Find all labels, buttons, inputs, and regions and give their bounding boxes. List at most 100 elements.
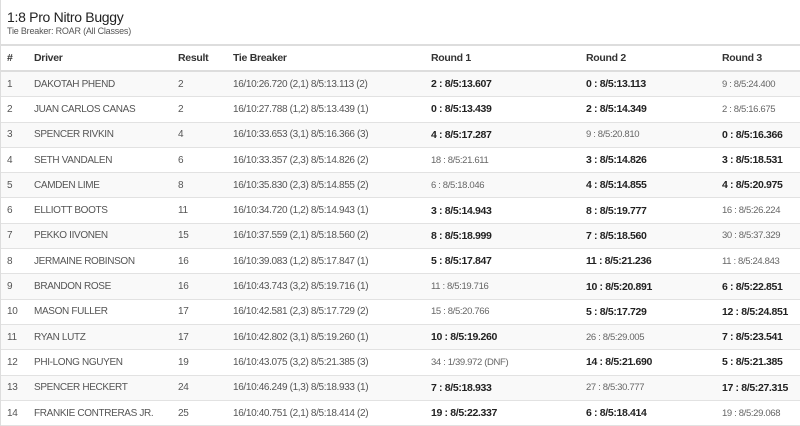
round-2-cell: 9 : 8/5:20.810: [586, 122, 722, 148]
round-3-cell: 3 : 8/5:18.531: [722, 147, 800, 174]
table-row: 9 BRANDON ROSE 16 16/10:43.743 (3,2) 8/5:19…: [1, 273, 800, 300]
driver-cell: PHI-LONG NGUYEN: [34, 349, 178, 376]
round-1-cell: 18 : 8/5:21.611: [431, 147, 586, 174]
round-3-cell: 19 : 8/5:29.068: [722, 400, 800, 426]
round-3-cell: 2 : 8/5:16.675: [722, 96, 800, 123]
round-2-cell: 6 : 8/5:18.414: [586, 400, 722, 426]
position-cell: 3: [1, 122, 34, 148]
table-row: 7 PEKKO IIVONEN 15 16/10:37.559 (2,1) 8/5:1…: [1, 223, 800, 250]
table-row: 10 MASON FULLER 17 16/10:42.581 (2,3) 8/5:1…: [1, 299, 800, 325]
round-3-cell: 17 : 8/5:27.315: [722, 375, 800, 401]
driver-cell: SETH VANDALEN: [34, 147, 178, 174]
result-cell: 4: [178, 122, 233, 148]
driver-cell: FRANKIE CONTRERAS JR.: [34, 400, 178, 426]
tie-breaker-cell: 16/10:26.720 (2,1) 8/5:13.113 (2): [233, 71, 431, 98]
tie-breaker-cell: 16/10:42.802 (3,1) 8/5:19.260 (1): [233, 324, 431, 351]
round-2-cell: 4 : 8/5:14.855: [586, 172, 722, 199]
round-1-cell: 10 : 8/5:19.260: [431, 324, 586, 351]
round-2-cell: 10 : 8/5:20.891: [586, 273, 722, 300]
table-row: 1 DAKOTAH PHEND 2 16/10:26.720 (2,1) 8/5:13…: [1, 71, 800, 98]
round-1-cell: 8 : 8/5:18.999: [431, 223, 586, 250]
round-2-cell: 14 : 8/5:21.690: [586, 349, 722, 376]
round-1-cell: 34 : 1/39.972 (DNF): [431, 349, 586, 376]
table-row: 8 JERMAINE ROBINSON 16 16/10:39.083 (1,2) 8…: [1, 248, 800, 275]
tie-breaker-cell: 16/10:33.653 (3,1) 8/5:16.366 (3): [233, 122, 431, 148]
round-2-cell: 0 : 8/5:13.113: [586, 71, 722, 98]
page-title: 1:8 Pro Nitro Buggy: [7, 9, 124, 25]
column-header-tie-breaker: Tie Breaker: [233, 44, 431, 72]
round-1-cell: 2 : 8/5:13.607: [431, 71, 586, 98]
driver-cell: JERMAINE ROBINSON: [34, 248, 178, 275]
tie-breaker-cell: 16/10:27.788 (1,2) 8/5:13.439 (1): [233, 96, 431, 123]
tie-breaker-cell: 16/10:43.743 (3,2) 8/5:19.716 (1): [233, 273, 431, 300]
driver-cell: RYAN LUTZ: [34, 324, 178, 351]
driver-cell: CAMDEN LIME: [34, 172, 178, 199]
position-cell: 2: [1, 96, 34, 123]
column-header-position: #: [1, 44, 34, 72]
position-cell: 13: [1, 375, 34, 401]
round-3-cell: 16 : 8/5:26.224: [722, 197, 800, 224]
tie-breaker-cell: 16/10:37.559 (2,1) 8/5:18.560 (2): [233, 223, 431, 250]
round-3-cell: 5 : 8/5:21.385: [722, 349, 800, 376]
tie-breaker-cell: 16/10:43.075 (3,2) 8/5:21.385 (3): [233, 349, 431, 376]
round-3-cell: 4 : 8/5:20.975: [722, 172, 800, 199]
tie-breaker-cell: 16/10:42.581 (2,3) 8/5:17.729 (2): [233, 299, 431, 325]
driver-cell: SPENCER HECKERT: [34, 375, 178, 401]
position-cell: 14: [1, 400, 34, 426]
table-row: 2 JUAN CARLOS CANAS 2 16/10:27.788 (1,2) 8/…: [1, 96, 800, 123]
position-cell: 4: [1, 147, 34, 174]
results-table: # Driver Result Tie Breaker Round 1 Roun…: [1, 44, 800, 426]
result-cell: 17: [178, 299, 233, 325]
position-cell: 7: [1, 223, 34, 250]
tie-breaker-cell: 16/10:46.249 (1,3) 8/5:18.933 (1): [233, 375, 431, 401]
position-cell: 6: [1, 197, 34, 224]
position-cell: 10: [1, 299, 34, 325]
position-cell: 5: [1, 172, 34, 199]
table-row: 14 FRANKIE CONTRERAS JR. 25 16/10:40.751 (2…: [1, 400, 800, 426]
round-3-cell: 11 : 8/5:24.843: [722, 248, 800, 275]
round-3-cell: 0 : 8/5:16.366: [722, 122, 800, 148]
result-cell: 24: [178, 375, 233, 401]
round-3-cell: 30 : 8/5:37.329: [722, 223, 800, 250]
round-1-cell: 4 : 8/5:17.287: [431, 122, 586, 148]
position-cell: 12: [1, 349, 34, 376]
round-1-cell: 3 : 8/5:14.943: [431, 197, 586, 224]
table-row: 11 RYAN LUTZ 17 16/10:42.802 (3,1) 8/5:19.2…: [1, 324, 800, 351]
result-cell: 2: [178, 96, 233, 123]
round-1-cell: 7 : 8/5:18.933: [431, 375, 586, 401]
tie-breaker-cell: 16/10:33.357 (2,3) 8/5:14.826 (2): [233, 147, 431, 174]
tie-breaker-cell: 16/10:40.751 (2,1) 8/5:18.414 (2): [233, 400, 431, 426]
round-1-cell: 5 : 8/5:17.847: [431, 248, 586, 275]
table-row: 6 ELLIOTT BOOTS 11 16/10:34.720 (1,2) 8/5:1…: [1, 197, 800, 224]
result-cell: 25: [178, 400, 233, 426]
round-2-cell: 8 : 8/5:19.777: [586, 197, 722, 224]
round-2-cell: 5 : 8/5:17.729: [586, 299, 722, 325]
tie-breaker-cell: 16/10:34.720 (1,2) 8/5:14.943 (1): [233, 197, 431, 224]
round-2-cell: 26 : 8/5:29.005: [586, 324, 722, 351]
result-cell: 2: [178, 71, 233, 98]
round-3-cell: 9 : 8/5:24.400: [722, 71, 800, 98]
table-header-row: # Driver Result Tie Breaker Round 1 Roun…: [1, 44, 800, 72]
position-cell: 1: [1, 71, 34, 98]
driver-cell: DAKOTAH PHEND: [34, 71, 178, 98]
driver-cell: PEKKO IIVONEN: [34, 223, 178, 250]
result-cell: 16: [178, 248, 233, 275]
tie-breaker-cell: 16/10:35.830 (2,3) 8/5:14.855 (2): [233, 172, 431, 199]
result-cell: 15: [178, 223, 233, 250]
result-cell: 6: [178, 147, 233, 174]
table-row: 3 SPENCER RIVKIN 4 16/10:33.653 (3,1) 8/5:1…: [1, 122, 800, 148]
round-1-cell: 19 : 8/5:22.337: [431, 400, 586, 426]
round-3-cell: 12 : 8/5:24.851: [722, 299, 800, 325]
round-2-cell: 7 : 8/5:18.560: [586, 223, 722, 250]
round-1-cell: 15 : 8/5:20.766: [431, 299, 586, 325]
driver-cell: ELLIOTT BOOTS: [34, 197, 178, 224]
column-header-round-2: Round 2: [586, 44, 722, 72]
result-cell: 19: [178, 349, 233, 376]
table-row: 12 PHI-LONG NGUYEN 19 16/10:43.075 (3,2) 8/…: [1, 349, 800, 376]
result-cell: 11: [178, 197, 233, 224]
table-row: 4 SETH VANDALEN 6 16/10:33.357 (2,3) 8/5:14…: [1, 147, 800, 174]
round-1-cell: 0 : 8/5:13.439: [431, 96, 586, 123]
column-header-round-1: Round 1: [431, 44, 586, 72]
position-cell: 11: [1, 324, 34, 351]
